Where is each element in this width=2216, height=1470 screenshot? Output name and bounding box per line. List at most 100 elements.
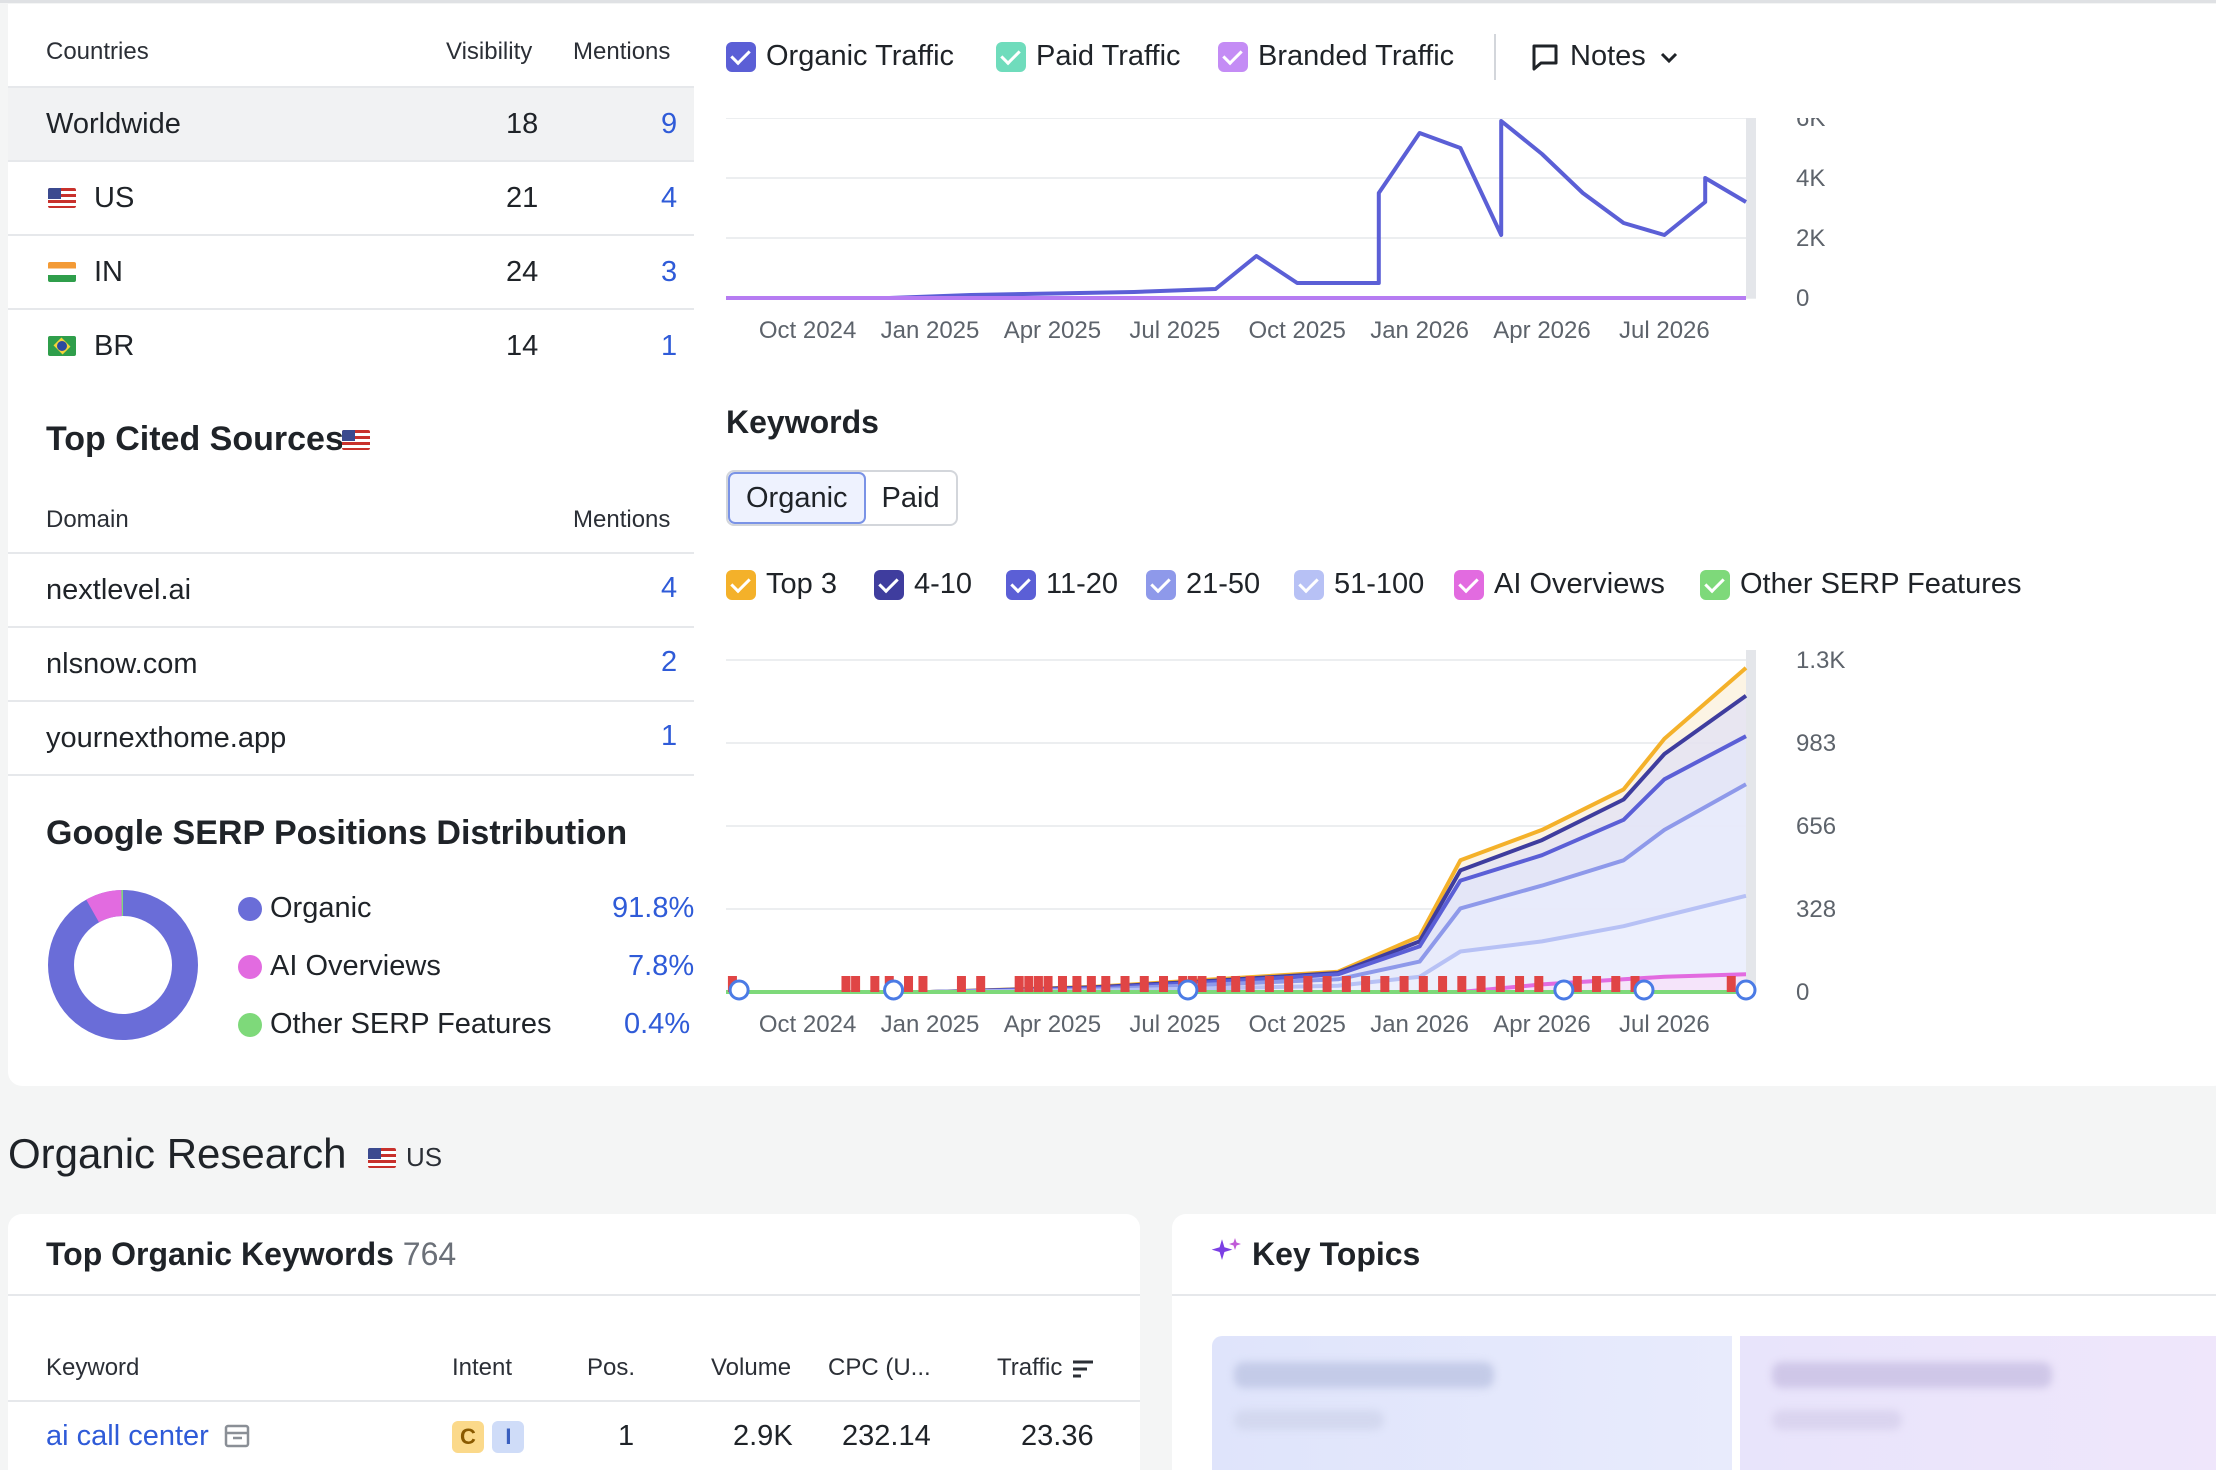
notes-dropdown[interactable]: Notes xyxy=(1530,40,1680,73)
legend-label: AI Overviews xyxy=(1494,568,1665,600)
legend-21-50[interactable]: 21-50 xyxy=(1146,568,1260,601)
domain-link[interactable]: yournexthome.app xyxy=(46,722,287,754)
serp-change-marker xyxy=(1139,976,1149,992)
topic-card-blurred[interactable] xyxy=(1212,1336,1732,1470)
in-flag-icon xyxy=(48,262,76,282)
serp-change-marker xyxy=(1476,976,1486,992)
traffic-header-label: Traffic xyxy=(997,1354,1063,1381)
mentions-link[interactable]: 9 xyxy=(661,108,678,140)
mentions-link[interactable]: 4 xyxy=(661,182,678,214)
google-update-icon xyxy=(1633,979,1655,1001)
x-tick-label: Apr 2026 xyxy=(1493,317,1590,344)
us-flag-icon xyxy=(342,430,370,450)
serp-change-marker xyxy=(1159,976,1169,992)
us-flag-icon xyxy=(48,188,76,208)
checkbox-icon[interactable] xyxy=(1454,569,1484,600)
serp-change-marker xyxy=(1057,976,1067,992)
x-tick-label: Jul 2026 xyxy=(1619,317,1710,344)
traffic-chart[interactable]: 6K 4K 2K 0 Oct 2024 Jan 2025 Apr 2025 Jul 2025 O… xyxy=(726,118,2166,358)
serp-label: Other SERP Features xyxy=(270,1008,552,1040)
serp-change-marker xyxy=(1630,976,1640,992)
mentions-link[interactable]: 2 xyxy=(661,646,678,678)
serp-change-marker xyxy=(1418,976,1428,992)
legend-other-serp[interactable]: Other SERP Features xyxy=(1700,568,2022,601)
mentions-header[interactable]: Mentions xyxy=(573,38,671,65)
topic-card-blurred[interactable] xyxy=(1740,1336,2216,1470)
keywords-chart[interactable]: 1.3K 983 656 328 0 Oct 2024 Jan 2025 Apr 2025 Ju… xyxy=(726,650,2166,1040)
chevron-down-icon xyxy=(1660,52,1677,63)
mentions-link[interactable]: 1 xyxy=(661,330,678,362)
legend-organic-traffic[interactable]: Organic Traffic xyxy=(726,40,954,73)
x-tick-label: Jan 2026 xyxy=(1370,317,1469,344)
x-tick-label: Apr 2025 xyxy=(1004,317,1101,344)
checkbox-icon[interactable] xyxy=(726,41,756,72)
serp-change-marker xyxy=(1014,976,1024,992)
google-update-icon xyxy=(1553,979,1575,1001)
checkbox-icon[interactable] xyxy=(1006,569,1036,600)
tab-paid[interactable]: Paid xyxy=(881,481,940,514)
chart-end-marker xyxy=(1746,118,1756,298)
serp-value: 0.4% xyxy=(624,1008,691,1040)
domain-link[interactable]: nextlevel.ai xyxy=(46,574,192,606)
legend-label: Top 3 xyxy=(766,568,837,600)
serp-change-marker xyxy=(918,976,928,992)
checkbox-icon[interactable] xyxy=(1294,569,1324,600)
x-tick-label: Jan 2025 xyxy=(881,1011,980,1038)
serp-change-marker xyxy=(1515,976,1525,992)
legend-label: 21-50 xyxy=(1186,568,1261,600)
x-tick-label: Jul 2026 xyxy=(1619,1011,1710,1038)
visibility-header[interactable]: Visibility xyxy=(446,38,533,65)
legend-4-10[interactable]: 4-10 xyxy=(874,568,972,601)
legend-51-100[interactable]: 51-100 xyxy=(1294,568,1424,601)
domain-link[interactable]: nlsnow.com xyxy=(46,648,198,680)
checkbox-icon[interactable] xyxy=(874,569,904,600)
legend-label: 51-100 xyxy=(1334,568,1425,600)
cpc-header[interactable]: CPC (U... xyxy=(828,1354,931,1381)
checkbox-icon[interactable] xyxy=(726,569,756,600)
mentions-header[interactable]: Mentions xyxy=(573,506,671,533)
serp-change-marker xyxy=(956,976,966,992)
serp-change-marker xyxy=(1726,976,1736,992)
legend-paid-traffic[interactable]: Paid Traffic xyxy=(996,40,1181,73)
y-tick-label: 328 xyxy=(1796,896,1836,923)
serp-change-marker xyxy=(1361,976,1371,992)
country-name[interactable]: BR xyxy=(94,330,135,362)
google-update-icon xyxy=(1735,979,1757,1001)
legend-11-20[interactable]: 11-20 xyxy=(1006,568,1118,601)
volume-header[interactable]: Volume xyxy=(711,1354,792,1381)
legend-ai-overviews[interactable]: AI Overviews xyxy=(1454,568,1665,601)
visibility-value: 14 xyxy=(506,330,539,362)
serp-change-marker xyxy=(1534,976,1544,992)
checkbox-icon[interactable] xyxy=(1218,41,1248,72)
serp-snapshot-icon[interactable] xyxy=(224,1424,250,1448)
mentions-link[interactable]: 1 xyxy=(661,720,678,752)
traffic-header[interactable]: Traffic xyxy=(997,1354,1095,1382)
notes-label: Notes xyxy=(1570,40,1646,72)
sort-icon[interactable] xyxy=(1071,1358,1095,1380)
legend-branded-traffic[interactable]: Branded Traffic xyxy=(1218,40,1454,73)
cpc-value: 232.14 xyxy=(842,1420,931,1452)
top-keywords-count: 764 xyxy=(402,1236,457,1272)
country-name[interactable]: US xyxy=(94,182,135,214)
donut-organic xyxy=(48,890,198,1040)
serp-change-marker xyxy=(841,976,851,992)
us-flag-icon xyxy=(368,1148,396,1168)
table-row-worldwide[interactable] xyxy=(8,88,694,160)
pos-header[interactable]: Pos. xyxy=(587,1354,636,1381)
checkbox-icon[interactable] xyxy=(1146,569,1176,600)
series-line-organic xyxy=(726,119,1748,300)
serp-change-marker xyxy=(1245,976,1255,992)
organic-research-country[interactable]: US xyxy=(406,1142,443,1172)
serp-change-marker xyxy=(851,976,861,992)
checkbox-icon[interactable] xyxy=(996,41,1026,72)
mentions-link[interactable]: 3 xyxy=(661,256,678,288)
mentions-link[interactable]: 4 xyxy=(661,572,678,604)
keyword-link[interactable]: ai call center xyxy=(46,1420,209,1452)
legend-top3[interactable]: Top 3 xyxy=(726,568,837,601)
intent-commercial-badge: C xyxy=(452,1421,484,1453)
tab-organic[interactable]: Organic xyxy=(728,472,866,524)
serp-change-marker xyxy=(1086,976,1096,992)
serp-change-marker xyxy=(1231,976,1241,992)
country-name[interactable]: IN xyxy=(94,256,123,288)
checkbox-icon[interactable] xyxy=(1700,569,1730,600)
